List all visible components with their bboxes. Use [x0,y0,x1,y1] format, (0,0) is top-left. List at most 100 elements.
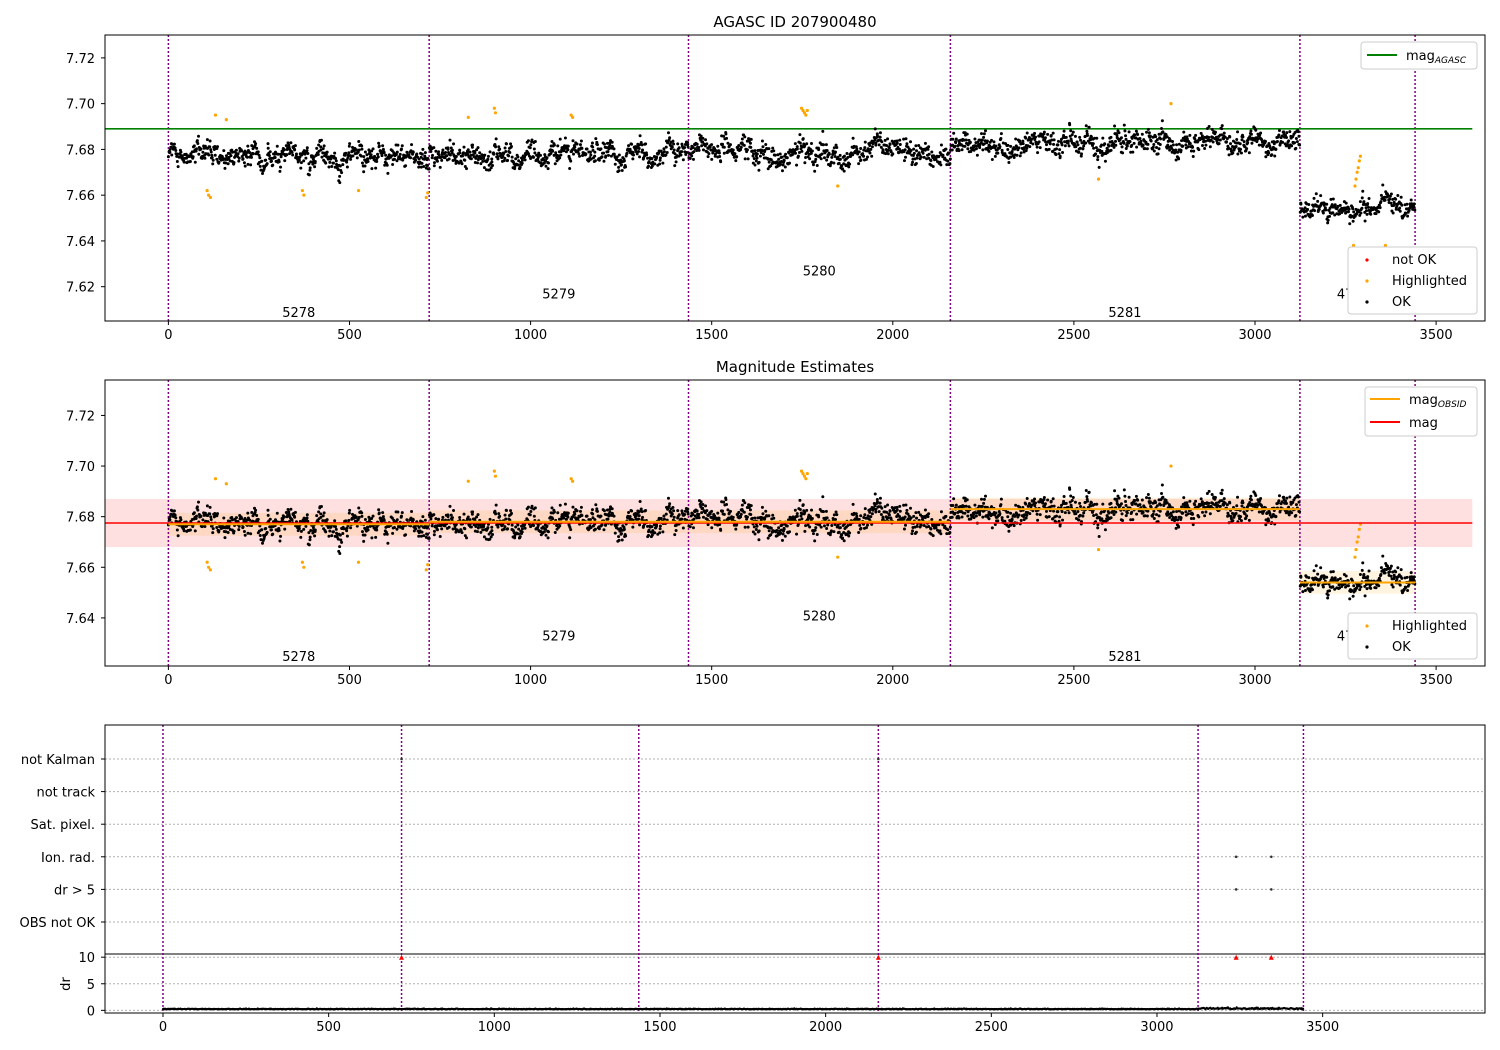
ok-point [338,174,342,178]
ok-point [874,143,878,147]
ok-point [213,153,217,157]
ok-point [952,497,956,501]
ok-point [680,150,684,154]
ok-point [891,152,895,156]
ok-point [745,515,749,519]
ok-point [868,151,872,155]
ok-point [1087,490,1091,494]
ok-point [722,500,726,504]
ok-point [905,508,909,512]
ok-point [434,149,438,153]
ok-point [579,505,583,509]
ok-point [822,143,826,147]
ok-point [1220,124,1224,128]
ok-point [193,160,197,164]
ok-point [875,134,879,138]
ok-point [927,145,931,149]
ok-point [677,146,681,150]
ok-point [998,512,1002,516]
ok-point [321,147,325,151]
ok-point [834,510,838,514]
ok-point [1409,198,1413,202]
x-tick-label: 0 [164,328,172,343]
ok-point [509,144,513,148]
ok-point [211,527,215,531]
ok-point [496,154,500,158]
ok-point [208,145,212,149]
ok-point [602,528,606,532]
ok-point [509,509,513,513]
ok-point [781,532,785,536]
ok-point [1171,143,1175,147]
ok-point [203,156,207,160]
ok-point [1363,219,1367,223]
ok-point [532,514,536,518]
ok-point [381,144,385,148]
ok-point [404,164,408,168]
ok-point [430,156,434,160]
ok-point [454,154,458,158]
ok-point [743,525,747,529]
ok-point [526,139,530,143]
ok-point [672,515,676,519]
ok-point [545,524,549,528]
ok-point [739,145,743,149]
ok-point [371,514,375,518]
ok-point [1064,135,1068,139]
highlighted-point [1355,170,1359,174]
ok-point [793,142,797,146]
ok-point [914,511,918,515]
ok-point [331,530,335,534]
ok-point [1035,512,1039,516]
ok-point [748,141,752,145]
ok-point [999,132,1003,136]
ok-point [597,158,601,162]
ok-point [308,166,312,170]
ok-point [1082,511,1086,515]
ok-point [1119,502,1123,506]
ok-point [1207,135,1211,139]
ok-point [391,531,395,535]
ok-point [324,161,328,165]
ok-point [197,134,201,138]
ok-point [1122,123,1126,127]
ok-point [939,510,943,514]
ok-point [1031,142,1035,146]
ok-point [1071,130,1075,134]
ok-point [608,141,612,145]
ok-point [595,507,599,511]
ok-point [672,148,676,152]
ok-point [1033,497,1037,501]
x-tick-label: 1000 [514,328,547,343]
x-tick-label: 3500 [1420,328,1453,343]
ok-point [662,150,666,154]
ok-point [868,144,872,148]
ok-point [980,132,984,136]
ok-point [327,534,331,538]
ok-point [173,513,177,517]
ok-point [798,133,802,137]
ok-point [834,143,838,147]
ok-point [448,138,452,142]
ok-point [743,501,747,505]
ok-point [606,517,610,521]
ok-point [782,527,786,531]
ok-point [1064,501,1068,505]
ok-point [483,153,487,157]
ok-point [1028,512,1032,516]
ok-point [458,148,462,152]
ok-point [912,514,916,518]
ok-point [1125,144,1129,148]
ok-point [622,527,626,531]
ok-point [168,518,172,522]
ok-point [573,145,577,149]
ok-point [650,156,654,160]
ok-point [205,138,209,142]
ok-point [835,146,839,150]
ok-point [627,511,631,515]
ok-point [640,143,644,147]
ok-point [208,505,212,509]
ok-point [1358,200,1362,204]
ok-point [1152,143,1156,147]
ok-point [450,151,454,155]
